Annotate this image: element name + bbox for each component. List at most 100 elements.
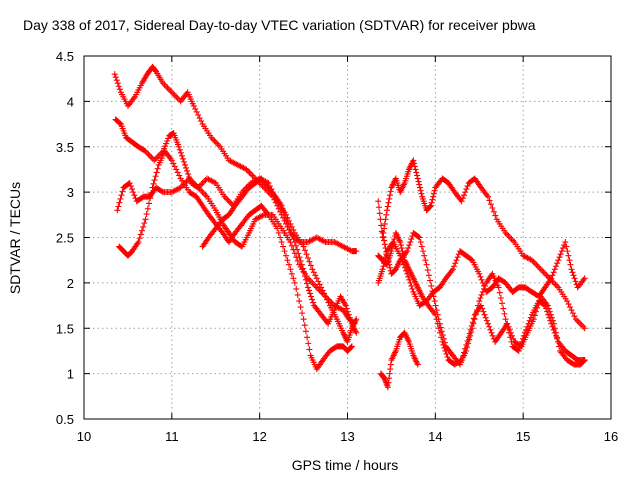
data-point bbox=[534, 304, 541, 311]
data-point bbox=[400, 251, 407, 258]
data-point bbox=[151, 157, 158, 164]
data-point bbox=[476, 298, 483, 305]
series-track-1 bbox=[111, 63, 360, 255]
data-point bbox=[345, 311, 352, 318]
data-point bbox=[380, 233, 387, 240]
data-point bbox=[275, 229, 282, 236]
data-point bbox=[313, 275, 320, 282]
data-point bbox=[468, 256, 475, 263]
data-point bbox=[222, 195, 229, 202]
data-point bbox=[408, 236, 415, 243]
data-point bbox=[137, 231, 144, 238]
data-point bbox=[296, 298, 303, 305]
data-point bbox=[291, 279, 298, 286]
data-point bbox=[284, 257, 291, 264]
data-point bbox=[214, 140, 221, 147]
data-point bbox=[249, 172, 256, 179]
data-point bbox=[141, 220, 148, 227]
data-point bbox=[383, 248, 390, 255]
data-point bbox=[432, 302, 439, 309]
data-point bbox=[428, 282, 435, 289]
data-point bbox=[533, 261, 540, 268]
data-point bbox=[555, 338, 562, 345]
data-point bbox=[459, 353, 466, 360]
data-point bbox=[465, 334, 472, 341]
data-point bbox=[306, 287, 312, 294]
data-point bbox=[201, 190, 208, 197]
data-point bbox=[381, 225, 388, 232]
data-point bbox=[437, 329, 444, 336]
data-point bbox=[294, 291, 301, 298]
data-point bbox=[301, 322, 308, 329]
data-point bbox=[451, 263, 458, 270]
data-point bbox=[114, 207, 121, 214]
data-point bbox=[209, 136, 216, 143]
data-point bbox=[545, 305, 552, 312]
data-point bbox=[480, 285, 487, 292]
data-point bbox=[389, 242, 396, 249]
data-point bbox=[468, 322, 475, 329]
data-point bbox=[547, 311, 554, 318]
data-point bbox=[476, 270, 483, 277]
data-point bbox=[429, 288, 436, 295]
data-point bbox=[162, 83, 169, 90]
data-point bbox=[307, 290, 314, 297]
data-point bbox=[478, 302, 485, 309]
data-point bbox=[308, 293, 315, 300]
data-point bbox=[152, 155, 159, 162]
y-tick-label: 0.5 bbox=[56, 412, 74, 427]
data-point bbox=[389, 245, 396, 252]
data-point bbox=[562, 239, 569, 246]
data-point bbox=[565, 252, 572, 259]
data-point bbox=[431, 298, 438, 305]
data-point bbox=[422, 257, 429, 264]
data-point bbox=[485, 193, 492, 200]
data-point bbox=[165, 86, 172, 93]
data-point bbox=[224, 196, 231, 203]
data-point bbox=[550, 269, 557, 276]
data-point bbox=[183, 164, 190, 171]
data-point bbox=[581, 357, 588, 364]
data-point bbox=[420, 248, 427, 255]
data-point bbox=[277, 234, 284, 241]
data-point bbox=[535, 301, 542, 308]
data-point bbox=[500, 305, 507, 312]
data-point bbox=[542, 270, 549, 277]
data-point bbox=[461, 192, 468, 199]
data-point bbox=[572, 316, 579, 323]
data-point bbox=[506, 326, 513, 333]
data-point bbox=[182, 161, 189, 168]
data-point bbox=[381, 241, 388, 248]
data-point bbox=[463, 341, 470, 348]
data-point bbox=[288, 229, 295, 236]
data-point bbox=[377, 216, 384, 223]
data-point bbox=[190, 102, 197, 109]
grid bbox=[84, 56, 611, 419]
data-point bbox=[174, 169, 181, 176]
data-point bbox=[325, 296, 332, 303]
data-point bbox=[162, 143, 169, 150]
data-point bbox=[418, 243, 425, 250]
data-point bbox=[553, 334, 560, 341]
data-point bbox=[304, 284, 311, 291]
y-tick-label: 1 bbox=[67, 367, 74, 382]
data-point bbox=[507, 329, 514, 336]
data-point bbox=[280, 208, 287, 215]
data-point bbox=[176, 172, 183, 179]
data-point bbox=[297, 304, 304, 311]
data-point bbox=[376, 210, 383, 217]
data-point bbox=[285, 223, 292, 230]
data-point bbox=[111, 71, 118, 78]
data-point bbox=[400, 254, 407, 261]
data-point bbox=[416, 234, 423, 241]
data-point bbox=[434, 320, 441, 327]
y-tick-label: 4.5 bbox=[56, 49, 74, 64]
data-point bbox=[543, 272, 550, 279]
data-point bbox=[344, 308, 351, 315]
data-point bbox=[483, 317, 490, 324]
data-point bbox=[180, 158, 187, 165]
data-point bbox=[510, 335, 517, 342]
x-tick-label: 14 bbox=[428, 429, 442, 444]
data-point bbox=[303, 251, 310, 258]
data-point bbox=[281, 211, 288, 218]
